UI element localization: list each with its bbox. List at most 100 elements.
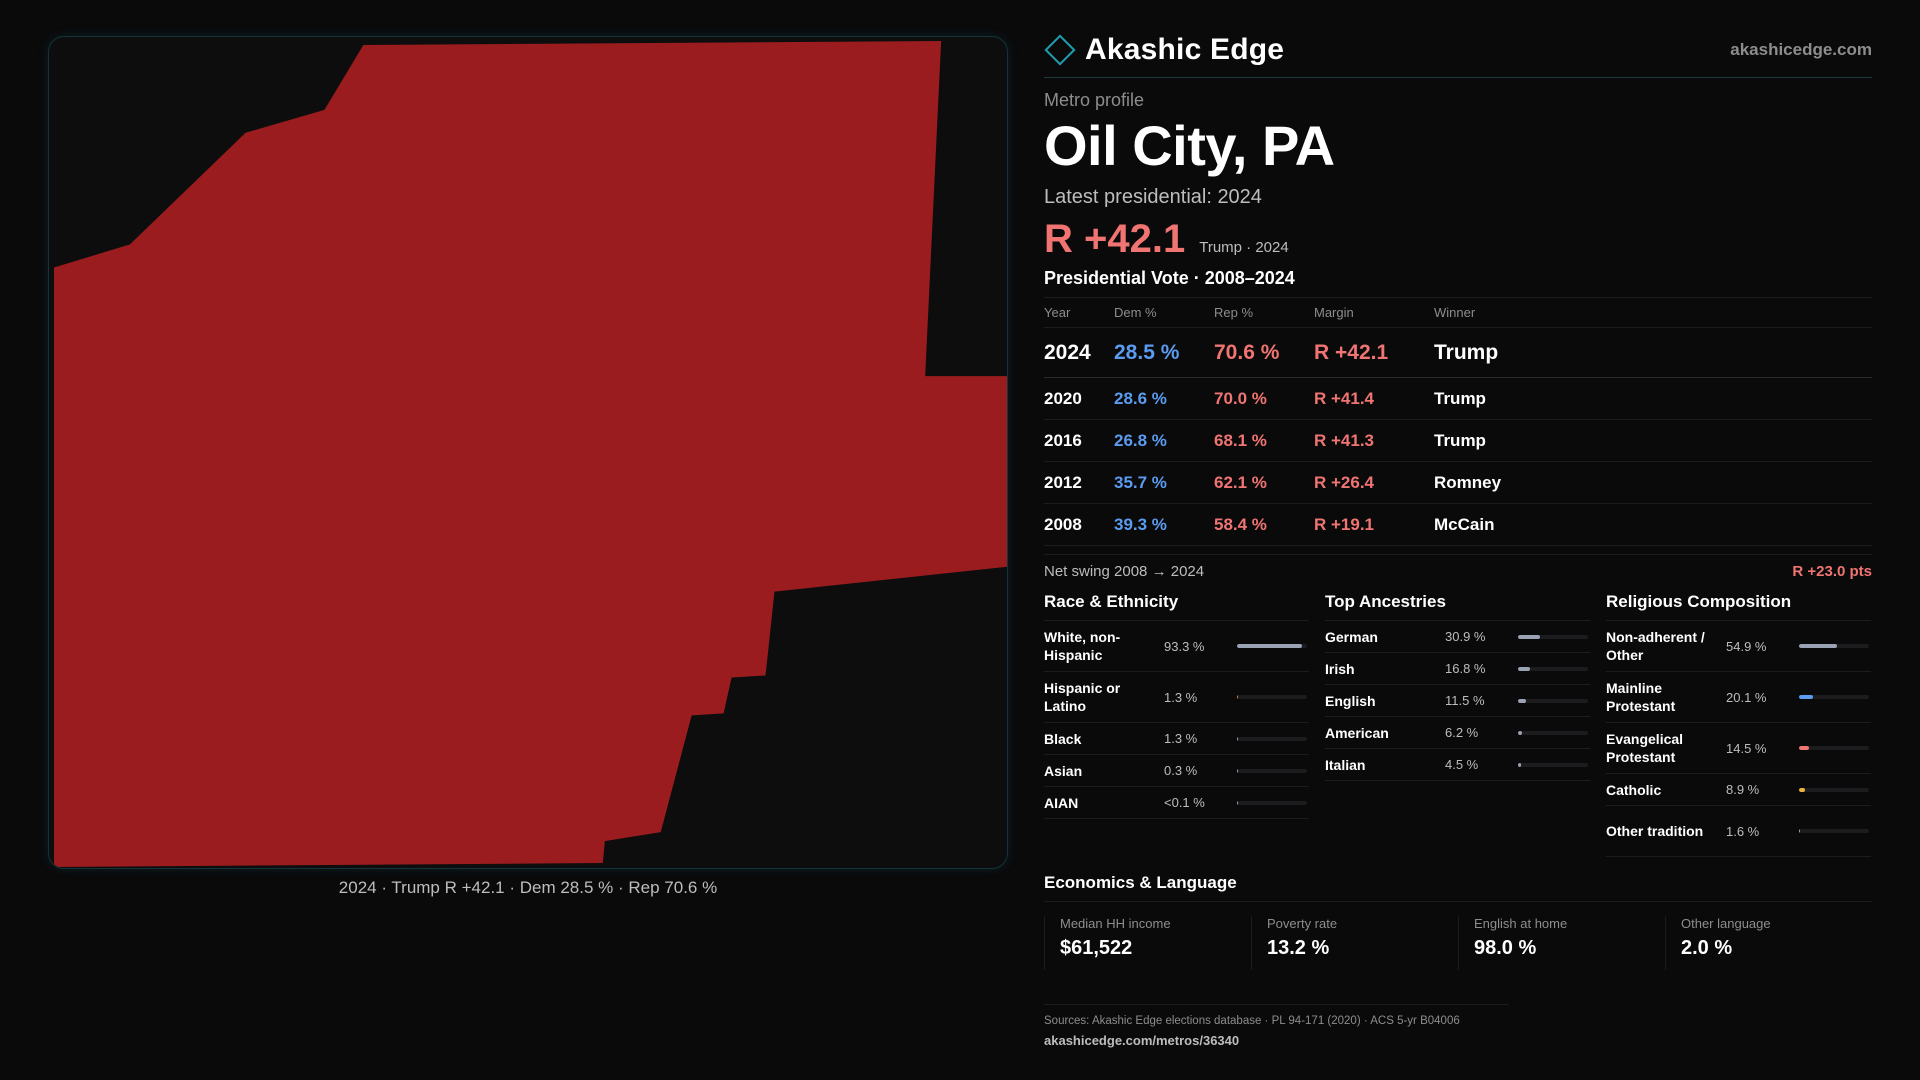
brand-name: Akashic Edge bbox=[1085, 32, 1285, 66]
breakdown-bar-fill bbox=[1518, 730, 1523, 735]
vote-table-heading: Presidential Vote · 2008–2024 bbox=[1044, 268, 1872, 298]
breakdown-label: English bbox=[1325, 692, 1376, 709]
breakdown-percent: 11.5 % bbox=[1445, 693, 1485, 709]
breakdown-percent: 0.3 % bbox=[1164, 763, 1198, 779]
breakdown-percent: 6.2 % bbox=[1445, 725, 1479, 741]
breakdown-label: Mainline Protestant bbox=[1606, 680, 1676, 715]
breakdown-1: Top Ancestries German 30.9 % Irish 16.8 % Eng… bbox=[1325, 592, 1590, 857]
vote-row-2020: 2020 28.6 % 70.0 % R +41.4 Trump bbox=[1044, 377, 1872, 421]
sources-link[interactable]: akashicedge.com/metros/36340 bbox=[1044, 1033, 1240, 1049]
breakdown-label: Irish bbox=[1325, 660, 1355, 677]
breakdown-label: AIAN bbox=[1044, 794, 1079, 811]
page-kicker: Metro profile bbox=[1044, 90, 1145, 110]
vote-cell-year: 2016 bbox=[1044, 419, 1114, 463]
breakdown-bar-fill bbox=[1237, 800, 1239, 805]
sources-text: Sources: Akashic Edge elections database… bbox=[1044, 1015, 1460, 1028]
breakdown-label: Catholic bbox=[1606, 781, 1662, 798]
breakdown-2: Religious Composition Non-adherent / Othe… bbox=[1606, 592, 1871, 858]
breakdown-bar bbox=[1237, 644, 1307, 649]
vote-cell-rep: 58.4 % bbox=[1214, 503, 1314, 547]
breakdown-label: German bbox=[1325, 628, 1378, 645]
economics-stat-label: Poverty rate bbox=[1267, 916, 1338, 932]
breakdown-bar bbox=[1799, 787, 1869, 792]
breakdown-row: Italian 4.5 % bbox=[1325, 749, 1590, 782]
vote-cell-margin: R +26.4 bbox=[1314, 461, 1434, 505]
sources-footer: Sources: Akashic Edge elections database… bbox=[1044, 1004, 1509, 1048]
vote-cell-winner: Trump bbox=[1434, 377, 1872, 421]
breakdown-percent: 20.1 % bbox=[1726, 689, 1767, 705]
economics-stat-value: 98.0 % bbox=[1474, 937, 1537, 960]
breakdown-row: Evangelical Protestant 14.5 % bbox=[1606, 723, 1871, 775]
economics-heading: Economics & Language bbox=[1044, 873, 1872, 903]
vote-cell-rep: 62.1 % bbox=[1214, 461, 1314, 505]
breakdown-bar bbox=[1237, 800, 1307, 805]
vote-cell-dem: 39.3 % bbox=[1114, 503, 1214, 547]
breakdown-title: Race & Ethnicity bbox=[1044, 592, 1309, 622]
county-map[interactable] bbox=[48, 36, 1008, 869]
county-shape[interactable] bbox=[53, 40, 1007, 868]
economics-stat: Median HH income $61,522 bbox=[1044, 916, 1251, 971]
vote-row-2024: 2024 28.5 % 70.6 % R +42.1 Trump bbox=[1044, 327, 1872, 379]
profile-panel: Akashic Edge akashicedge.com Metro profi… bbox=[1044, 30, 1872, 1048]
vote-row-2012: 2012 35.7 % 62.1 % R +26.4 Romney bbox=[1044, 461, 1872, 505]
vote-cell-margin: R +42.1 bbox=[1314, 327, 1434, 379]
brand-domain-link[interactable]: akashicedge.com bbox=[1730, 39, 1872, 59]
breakdown-percent: 1.3 % bbox=[1164, 689, 1198, 705]
breakdown-label: Hispanic or Latino bbox=[1044, 680, 1121, 715]
headline-result: R +42.1 Trump · 2024 bbox=[1044, 217, 1872, 262]
breakdown-0: Race & Ethnicity White, non-Hispanic 93.3 … bbox=[1044, 592, 1309, 857]
breakdown-bar-fill bbox=[1237, 768, 1239, 773]
col-header-margin: Margin bbox=[1314, 297, 1434, 329]
vote-table: Year Dem % Rep % Margin Winner 2024 28.5 … bbox=[1044, 297, 1872, 547]
vote-cell-year: 2020 bbox=[1044, 377, 1114, 421]
breakdown-label: American bbox=[1325, 724, 1389, 741]
breakdown-row: Catholic 8.9 % bbox=[1606, 774, 1871, 807]
breakdown-percent: 93.3 % bbox=[1164, 638, 1205, 654]
latest-election-label: Latest presidential: 2024 bbox=[1044, 185, 1262, 208]
breakdown-percent: 1.6 % bbox=[1726, 823, 1760, 839]
page-title: Oil City, PA bbox=[1044, 114, 1335, 177]
breakdown-bar bbox=[1518, 730, 1588, 735]
breakdown-row: AIAN <0.1 % bbox=[1044, 787, 1309, 820]
breakdown-label: Asian bbox=[1044, 762, 1083, 779]
breakdown-row: English 11.5 % bbox=[1325, 685, 1590, 718]
net-swing-value: R +23.0 pts bbox=[1792, 563, 1872, 581]
net-swing: Net swing 2008 → 2024 R +23.0 pts bbox=[1044, 554, 1872, 580]
vote-cell-rep: 70.6 % bbox=[1214, 327, 1314, 379]
breakdown-bar-fill bbox=[1237, 695, 1239, 700]
breakdown-bar-fill bbox=[1518, 666, 1530, 671]
vote-cell-winner: Romney bbox=[1434, 461, 1872, 505]
breakdown-bar bbox=[1518, 698, 1588, 703]
breakdown-bar-fill bbox=[1799, 787, 1806, 792]
breakdown-percent: 1.3 % bbox=[1164, 731, 1198, 747]
breakdown-label: Evangelical Protestant bbox=[1606, 731, 1684, 766]
breakdown-bar bbox=[1518, 634, 1588, 639]
breakdown-percent: 8.9 % bbox=[1726, 782, 1760, 798]
vote-cell-year: 2024 bbox=[1044, 327, 1114, 379]
col-header-dem: Dem % bbox=[1114, 297, 1214, 329]
col-header-year: Year bbox=[1044, 297, 1114, 329]
breakdown-bar-fill bbox=[1518, 698, 1527, 703]
vote-cell-dem: 28.5 % bbox=[1114, 327, 1214, 379]
col-header-winner: Winner bbox=[1434, 297, 1872, 329]
breakdown-percent: 30.9 % bbox=[1445, 629, 1486, 645]
diamond-outline-icon bbox=[1044, 33, 1076, 66]
breakdown-row: Mainline Protestant 20.1 % bbox=[1606, 672, 1871, 724]
breakdown-row: Hispanic or Latino 1.3 % bbox=[1044, 672, 1309, 724]
vote-cell-year: 2008 bbox=[1044, 503, 1114, 547]
vote-cell-winner: Trump bbox=[1434, 327, 1872, 379]
breakdown-label: Italian bbox=[1325, 756, 1366, 773]
economics-stat-value: $61,522 bbox=[1060, 937, 1133, 960]
economics-stat: English at home 98.0 % bbox=[1458, 916, 1665, 971]
net-swing-label: Net swing 2008 → 2024 bbox=[1044, 563, 1205, 581]
breakdown-row: White, non-Hispanic 93.3 % bbox=[1044, 621, 1309, 673]
vote-cell-dem: 26.8 % bbox=[1114, 419, 1214, 463]
breakdown-bar bbox=[1799, 644, 1869, 649]
vote-cell-margin: R +41.3 bbox=[1314, 419, 1434, 463]
economics-stat-label: Median HH income bbox=[1060, 916, 1171, 932]
economics-stat-value: 2.0 % bbox=[1681, 937, 1733, 960]
brand-header: Akashic Edge akashicedge.com bbox=[1044, 30, 1872, 78]
vote-cell-winner: Trump bbox=[1434, 419, 1872, 463]
breakdown-label: White, non-Hispanic bbox=[1044, 629, 1121, 664]
breakdown-row: American 6.2 % bbox=[1325, 717, 1590, 750]
